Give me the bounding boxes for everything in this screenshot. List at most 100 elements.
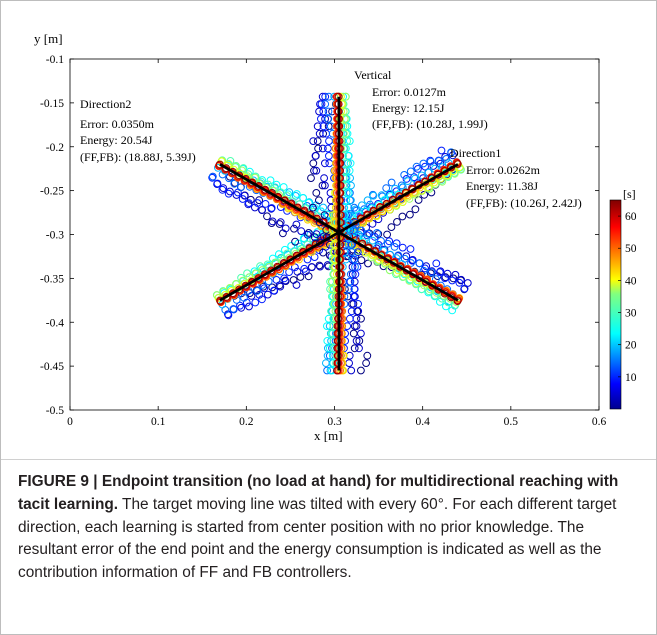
- trajectory-marker: [346, 270, 355, 279]
- trajectory-marker: [426, 157, 435, 166]
- trajectory-marker: [436, 267, 445, 276]
- trajectory-marker: [398, 243, 407, 252]
- trajectory-marker: [276, 282, 285, 291]
- trajectory-marker: [293, 267, 302, 276]
- trajectory-marker: [319, 129, 328, 138]
- trajectory-marker: [342, 252, 351, 261]
- y-tick-label: -0.1: [46, 54, 64, 66]
- trajectory-marker: [321, 100, 330, 108]
- trajectory-marker: [417, 171, 426, 180]
- trajectory-marker: [428, 281, 437, 290]
- trajectory-marker: [216, 296, 225, 305]
- trajectory-marker: [363, 351, 372, 360]
- trajectory-marker: [336, 218, 345, 227]
- colorbar-tick-label: 10: [625, 372, 637, 384]
- trajectory-marker: [320, 211, 329, 220]
- trajectory-marker: [346, 314, 354, 323]
- annotation-vertical-ffbb: (FF,FB): (10.28J, 1.99J): [372, 117, 488, 131]
- trajectory-marker: [325, 159, 334, 168]
- trajectory-marker: [299, 194, 308, 202]
- trajectory-marker: [351, 263, 359, 271]
- trajectory-marker: [352, 322, 361, 331]
- trajectory-marker: [374, 241, 383, 249]
- trajectory-marker: [337, 359, 345, 368]
- trajectory-marker: [336, 181, 345, 190]
- trajectory-marker: [324, 122, 333, 131]
- trajectory-marker: [276, 218, 285, 227]
- trajectory-marker: [357, 241, 366, 250]
- trajectory-marker: [344, 189, 353, 197]
- annotation-direction2-error: Error: 0.0350m: [80, 117, 155, 131]
- trajectory-marker: [292, 220, 301, 229]
- trajectory-marker: [245, 302, 253, 311]
- trajectory-layer: [208, 92, 472, 375]
- trajectory-marker: [315, 196, 323, 205]
- trajectory-marker: [259, 282, 268, 291]
- trajectory-marker: [357, 329, 365, 338]
- trajectory-marker: [347, 240, 356, 249]
- trajectory-marker: [415, 274, 424, 283]
- trajectory-marker: [292, 281, 301, 289]
- trajectory-marker: [353, 248, 362, 257]
- trajectory-marker: [292, 190, 301, 198]
- trajectory-marker: [263, 290, 272, 299]
- colorbar-ticks: 10 20 30 40 50 60: [618, 211, 637, 384]
- trajectory-marker: [357, 366, 365, 375]
- annotation-direction1-ffbb: (FF,FB): (10.26J, 2.42J): [466, 196, 582, 210]
- trajectory-marker: [324, 107, 333, 116]
- colorbar-tick-label: 20: [625, 340, 637, 352]
- y-axis-ticks: -0.1 -0.15 -0.2 -0.25 -0.3 -0.35 -0.4 -0.45 -0.5: [40, 54, 599, 417]
- trajectory-marker: [235, 171, 244, 180]
- colorbar-tick-label: 40: [625, 275, 637, 287]
- x-tick-label: 0.3: [327, 416, 342, 428]
- trajectory-marker: [411, 174, 419, 183]
- trajectory-marker: [235, 285, 244, 294]
- y-tick-label: -0.5: [46, 405, 64, 417]
- trajectory-marker: [251, 298, 260, 307]
- trajectory-marker: [333, 366, 342, 375]
- trajectory-marker: [333, 344, 342, 353]
- trajectory-marker: [347, 248, 356, 257]
- trajectory-marker: [353, 263, 362, 271]
- trajectory-marker: [229, 305, 238, 314]
- trajectory-marker: [324, 144, 332, 153]
- trajectory-marker: [316, 262, 325, 271]
- trajectory-marker: [397, 181, 406, 190]
- trajectory-marker: [455, 278, 464, 287]
- trajectory-marker: [317, 100, 326, 108]
- trajectory-marker: [432, 259, 441, 268]
- trajectory-marker: [253, 199, 262, 207]
- trajectory-marker: [443, 269, 452, 278]
- trajectory-marker: [350, 226, 359, 234]
- trajectory-marker: [237, 183, 246, 191]
- trajectory-marker: [414, 165, 422, 173]
- trajectory-marker: [390, 243, 399, 251]
- trajectory-marker: [224, 189, 233, 198]
- trajectory-marker: [350, 255, 359, 264]
- y-tick-label: -0.3: [46, 230, 64, 242]
- trajectory-marker: [270, 286, 278, 295]
- trajectory-marker: [315, 107, 324, 116]
- trajectory-marker: [241, 281, 250, 290]
- trajectory-marker: [351, 270, 360, 279]
- trajectory-marker: [319, 248, 328, 257]
- trajectory-marker: [281, 224, 290, 233]
- trajectory-marker: [229, 289, 237, 298]
- trajectory-marker: [406, 245, 415, 253]
- trajectory-marker: [312, 230, 321, 239]
- trajectory-marker: [370, 232, 379, 241]
- trajectory-marker: [285, 188, 294, 197]
- chart-area: y [m] x [m] 0 0.1 0.2 0.3 0.4 0.5 0.6 -0.1 -0.1…: [1, 1, 656, 459]
- trajectory-marker: [267, 190, 276, 198]
- trajectory-marker: [318, 181, 327, 190]
- trajectory-marker: [441, 153, 450, 161]
- caption-text: The target moving line was tilted with e…: [18, 495, 617, 582]
- trajectory-marker: [350, 203, 359, 212]
- trajectory-marker: [304, 229, 313, 237]
- colorbar-tick-label: 30: [625, 308, 637, 320]
- trajectory-marker: [310, 166, 318, 175]
- trajectory-marker: [453, 297, 462, 306]
- trajectory-marker: [348, 300, 356, 308]
- trajectory-marker: [340, 300, 349, 308]
- trajectory-marker: [236, 301, 244, 310]
